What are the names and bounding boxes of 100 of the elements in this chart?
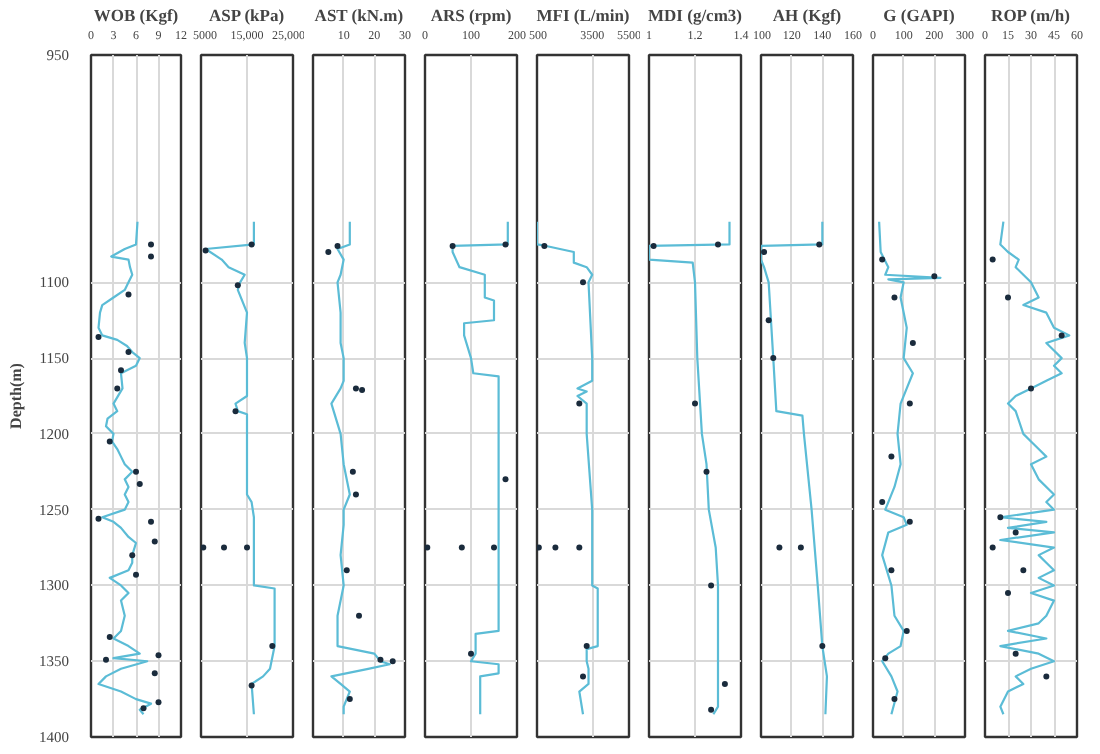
point bbox=[151, 538, 158, 545]
point bbox=[891, 294, 898, 301]
point bbox=[95, 515, 102, 522]
point bbox=[997, 514, 1004, 521]
point bbox=[580, 673, 586, 680]
point bbox=[906, 400, 913, 407]
point bbox=[248, 682, 255, 689]
point bbox=[491, 544, 497, 551]
point bbox=[221, 544, 227, 551]
point bbox=[136, 480, 143, 487]
point bbox=[776, 544, 783, 551]
point bbox=[1020, 567, 1027, 574]
point bbox=[541, 242, 548, 249]
point bbox=[202, 247, 209, 254]
point bbox=[552, 544, 559, 551]
point bbox=[692, 400, 698, 407]
point bbox=[425, 544, 431, 551]
point bbox=[234, 282, 241, 289]
point bbox=[352, 385, 359, 392]
point bbox=[576, 400, 583, 407]
point bbox=[244, 544, 250, 551]
point bbox=[356, 612, 362, 619]
point bbox=[106, 438, 113, 445]
point bbox=[770, 355, 777, 362]
point bbox=[359, 386, 366, 393]
point bbox=[721, 680, 728, 687]
point bbox=[797, 544, 804, 551]
point bbox=[140, 705, 147, 712]
chart-title: G (GAPI) bbox=[883, 5, 955, 25]
point bbox=[650, 242, 657, 249]
point bbox=[468, 650, 474, 657]
point bbox=[819, 643, 826, 650]
point bbox=[1043, 673, 1050, 680]
point bbox=[1005, 590, 1011, 597]
point bbox=[906, 518, 913, 525]
point bbox=[114, 385, 121, 392]
point bbox=[879, 256, 886, 263]
line-series bbox=[97, 220, 153, 716]
chart-title: AST (kN.m) bbox=[314, 5, 404, 25]
point bbox=[708, 706, 715, 713]
point bbox=[580, 279, 586, 286]
point bbox=[449, 242, 456, 249]
point bbox=[576, 544, 583, 551]
point bbox=[1058, 332, 1065, 339]
point bbox=[148, 518, 154, 525]
point bbox=[1012, 650, 1019, 657]
point bbox=[1005, 294, 1011, 301]
point bbox=[103, 656, 109, 663]
point bbox=[377, 656, 384, 663]
point bbox=[989, 544, 996, 551]
point bbox=[879, 499, 886, 506]
point bbox=[133, 571, 139, 578]
chart-title: ARS (rpm) bbox=[430, 5, 512, 25]
point bbox=[106, 633, 113, 640]
point bbox=[502, 241, 509, 248]
point bbox=[909, 339, 916, 346]
point bbox=[888, 453, 895, 460]
point bbox=[346, 696, 353, 703]
point bbox=[343, 567, 350, 574]
point bbox=[888, 567, 895, 574]
point bbox=[1028, 385, 1034, 392]
point bbox=[349, 468, 356, 475]
point bbox=[148, 241, 154, 248]
point bbox=[248, 241, 255, 248]
point bbox=[118, 367, 124, 374]
point bbox=[502, 476, 509, 483]
point bbox=[151, 670, 158, 677]
point bbox=[903, 627, 910, 634]
point bbox=[931, 273, 938, 280]
chart-title: MFI (L/min) bbox=[536, 5, 630, 25]
point bbox=[334, 242, 341, 249]
point bbox=[708, 582, 715, 589]
chart-title: AH (Kgf) bbox=[772, 5, 842, 25]
y-axis-title: Depth(m) bbox=[7, 362, 25, 429]
point bbox=[352, 491, 359, 498]
chart-title: ROP (m/h) bbox=[991, 5, 1071, 25]
point bbox=[129, 552, 136, 559]
point bbox=[583, 643, 590, 650]
point bbox=[155, 652, 162, 659]
chart-title: MDI (g/cm3) bbox=[648, 5, 743, 25]
point bbox=[269, 643, 276, 650]
point bbox=[325, 249, 332, 256]
point bbox=[458, 544, 465, 551]
point bbox=[761, 249, 768, 256]
point bbox=[816, 241, 823, 248]
point bbox=[125, 349, 132, 356]
point bbox=[201, 544, 207, 551]
point bbox=[133, 468, 139, 475]
point bbox=[125, 291, 132, 298]
point bbox=[389, 658, 396, 665]
point bbox=[765, 317, 772, 324]
point bbox=[1012, 529, 1019, 536]
point bbox=[989, 256, 996, 263]
chart-title: WOB (Kgf) bbox=[93, 5, 179, 25]
point bbox=[891, 696, 898, 703]
point bbox=[703, 468, 710, 475]
point bbox=[715, 241, 721, 248]
point bbox=[232, 408, 239, 415]
point bbox=[148, 253, 154, 260]
point bbox=[882, 655, 889, 662]
